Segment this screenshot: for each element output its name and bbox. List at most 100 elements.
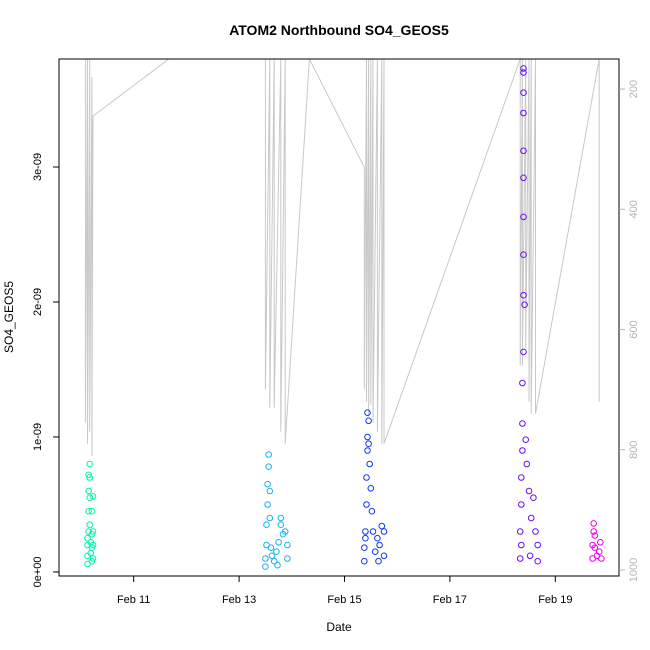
data-point [520,69,527,76]
data-point [534,557,542,565]
data-point [89,493,97,500]
data-point [597,539,604,546]
data-point [520,213,527,221]
data-point [520,147,527,155]
data-point [86,460,93,468]
data-point [89,528,97,535]
data-point [265,463,273,471]
data-point [264,480,271,488]
y-tick-label: 2e-09 [32,288,44,316]
data-point [363,474,370,481]
x-tick-label: Feb 19 [538,594,572,606]
data-point [266,487,274,495]
data-point [365,417,372,425]
data-point [265,451,273,458]
data-point [378,522,386,530]
data-point [284,541,291,549]
data-point [520,109,527,117]
data-point [365,440,372,448]
pressure-line [84,59,600,456]
data-point [519,420,526,427]
data-point [591,544,599,552]
data-point [590,520,598,527]
data-point [376,541,383,549]
data-point [264,501,271,508]
data-point [364,409,371,417]
data-point [262,563,269,570]
data-point [362,534,369,542]
data-point [522,436,530,444]
data-point [591,532,599,539]
right-tick-label: 200 [628,80,640,98]
data-point [518,501,525,508]
data-point [375,557,382,565]
data-point [88,507,96,515]
data-point [520,348,527,356]
y-tick-label: 1e-09 [32,423,44,451]
data-point [273,548,280,556]
x-axis-label: Date [326,620,352,634]
data-point [267,544,275,552]
data-point [520,251,527,258]
data-point [516,528,524,535]
data-point [525,487,533,495]
data-point [516,555,524,562]
data-point [284,555,291,562]
data-point [85,507,92,515]
data-point [520,65,527,72]
data-point [523,460,531,468]
data-point [281,528,289,535]
x-tick-label: Feb 11 [117,594,150,606]
y-axis-label: SO4_GEOS5 [2,281,16,353]
data-point [270,557,278,565]
data-point [532,528,539,535]
data-point [364,447,371,454]
data-point [518,474,525,481]
data-point [88,557,96,565]
data-point [366,460,374,468]
data-point [518,541,525,549]
data-point [519,447,526,454]
data-point [369,528,377,535]
data-point [361,557,368,565]
y-tick-label: 3e-09 [32,153,44,181]
data-point [363,501,370,508]
data-point [277,514,285,522]
chart-title: ATOM2 Northbound SO4_GEOS5 [229,22,449,38]
data-points-layer [84,65,605,570]
data-point [84,534,91,542]
data-point [86,474,93,481]
right-tick-label: 1000 [628,558,640,582]
data-point [364,433,371,441]
data-point [361,544,368,552]
data-point [268,552,276,560]
right-tick-label: 600 [628,320,640,338]
data-point [274,561,281,569]
data-point [519,379,526,387]
data-point [262,555,269,562]
data-point [266,514,274,522]
right-tick-label: 800 [628,441,640,459]
data-point [89,541,97,549]
data-point [367,485,375,492]
data-point [520,291,527,299]
data-point [275,539,282,546]
data-point [263,521,270,529]
right-tick-label: 400 [628,200,640,218]
data-point [362,528,369,535]
data-point [526,552,534,560]
data-point [598,555,605,562]
data-point [86,494,93,502]
data-point [521,301,528,309]
data-point [277,521,285,529]
data-point [85,487,92,495]
data-point [534,541,542,549]
data-point [527,514,535,522]
axes-layer: Feb 11 Feb 13 Feb 15 Feb 17 Feb 19 0e+00 1e-09… [32,58,640,606]
data-point [590,528,598,535]
data-point [595,548,603,556]
data-point [520,89,527,96]
data-point [380,552,388,560]
plot-frame [58,58,620,577]
